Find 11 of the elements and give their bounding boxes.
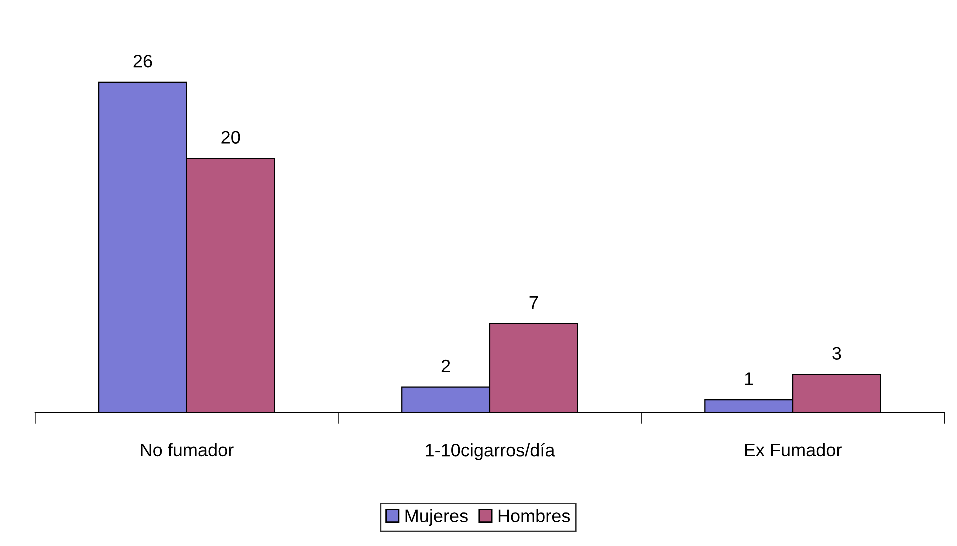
data-label: 26 — [134, 54, 152, 68]
x-tick-label: No fumador — [141, 443, 234, 457]
legend-label: Mujeres — [406, 509, 468, 526]
x-tick-label: 1-10cigarros/día — [426, 443, 556, 460]
data-label: 3 — [832, 347, 842, 360]
data-label: 2 — [442, 360, 450, 373]
data-label: 1 — [745, 372, 754, 386]
x-tick-label: Ex Fumador — [745, 443, 842, 457]
legend-label: Hombres — [498, 509, 570, 523]
data-label: 20 — [222, 131, 240, 144]
data-label: 7 — [530, 296, 538, 309]
